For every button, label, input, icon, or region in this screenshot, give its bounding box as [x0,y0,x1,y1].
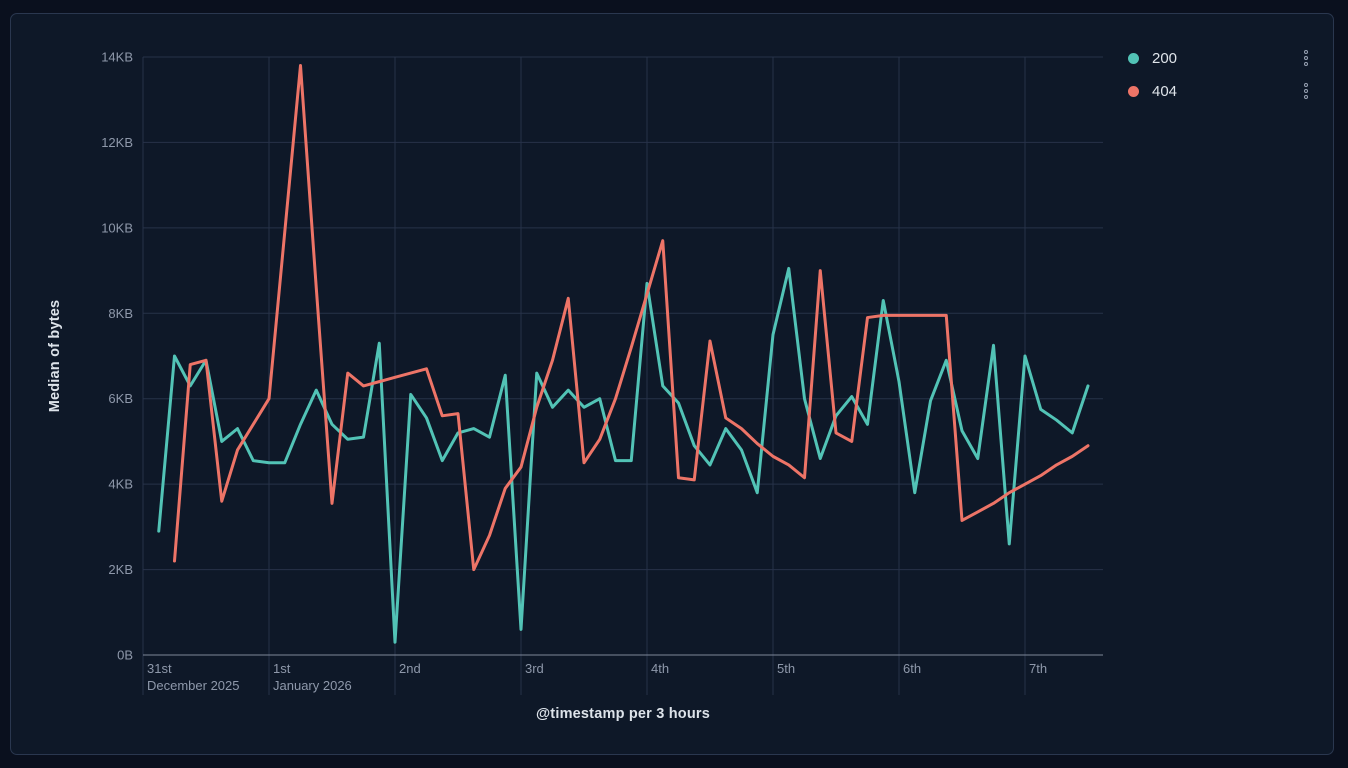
x-tick-label: 1st [273,661,291,676]
legend-item-200[interactable]: 200 [1128,47,1310,69]
legend-label-200: 200 [1152,49,1178,67]
y-tick-label: 12KB [101,135,133,150]
x-tick-label: 2nd [399,661,421,676]
legend-label-404: 404 [1152,82,1178,100]
y-tick-label: 2KB [108,562,133,577]
x-tick-label: 6th [903,661,921,676]
y-tick-label: 8KB [108,306,133,321]
y-axis-title: Median of bytes [47,299,63,413]
series-line-404 [173,64,1090,572]
y-tick-label: 4KB [108,477,133,492]
y-tick-label: 10KB [101,220,133,235]
x-tick-label: 5th [777,661,795,676]
legend-404-actions-kebab-icon[interactable] [1302,81,1310,101]
series-line-200 [157,266,1090,644]
series-200-color-dot-icon [1128,52,1139,64]
x-tick-sublabel: January 2026 [273,678,352,693]
y-tick-label: 6KB [108,391,133,406]
x-tick-label: 31st [147,661,172,676]
series-404-color-dot-icon [1128,85,1139,97]
x-tick-label: 3rd [525,661,544,676]
x-tick-label: 7th [1029,661,1047,676]
legend-item-404[interactable]: 404 [1128,80,1310,102]
legend: 200 404 [1128,47,1310,113]
legend-200-actions-kebab-icon[interactable] [1302,48,1310,68]
x-axis-title: @timestamp per 3 hours [535,706,711,722]
y-tick-label: 0B [117,648,133,663]
y-tick-label: 14KB [101,50,133,65]
x-tick-sublabel: December 2025 [147,678,240,693]
x-tick-label: 4th [651,661,669,676]
